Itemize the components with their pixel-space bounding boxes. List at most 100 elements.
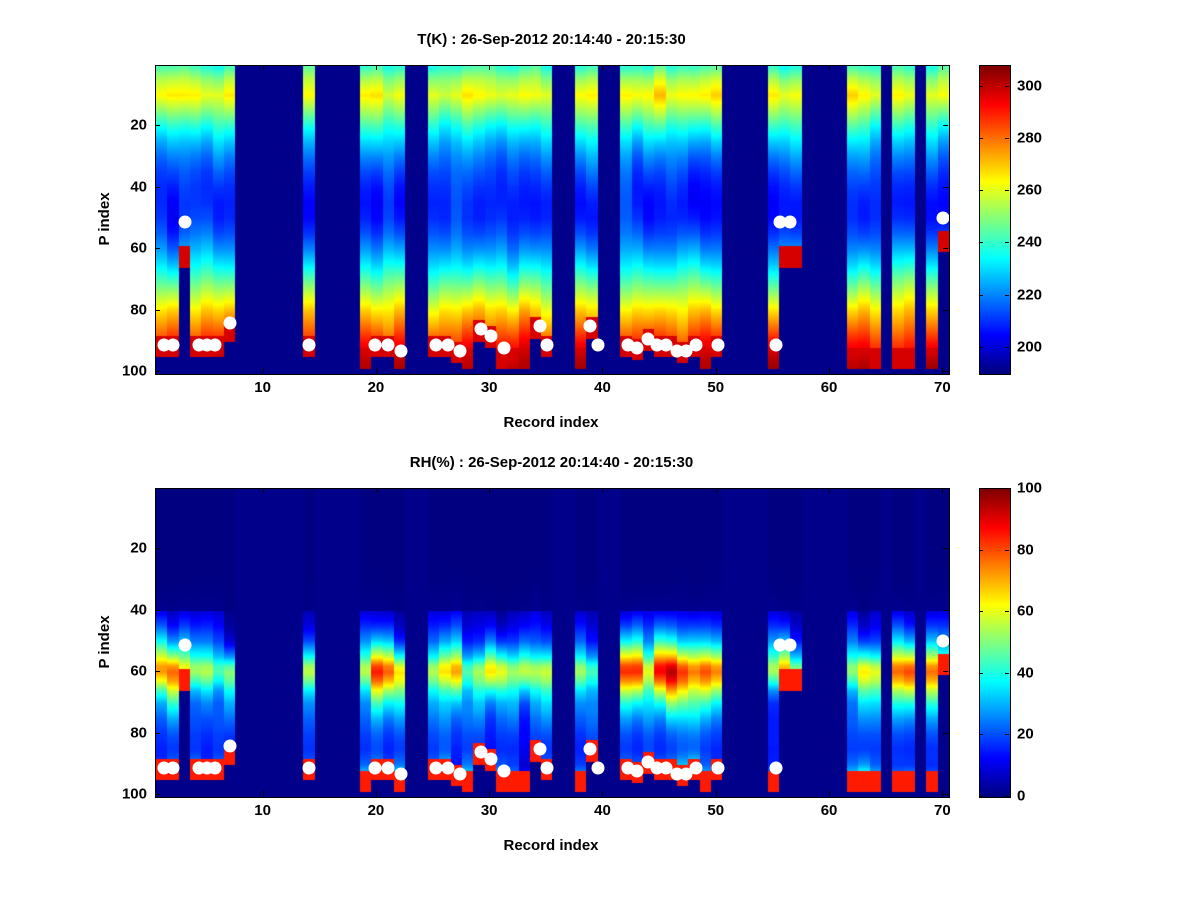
surface-marker <box>769 338 783 352</box>
panel-title-temperature: T(K) : 26-Sep-2012 20:14:40 - 20:15:30 <box>417 31 686 48</box>
colorbar-relative-humidity[interactable] <box>979 488 1011 798</box>
yaxis-tick-right <box>943 794 948 796</box>
yaxis-tick-label: 40 <box>130 178 147 196</box>
xaxis-tick-label: 10 <box>254 802 271 819</box>
surface-marker <box>223 739 237 753</box>
surface-marker <box>689 761 703 775</box>
colorbar-tick-right <box>1005 346 1009 348</box>
colorbar-temperature[interactable] <box>979 65 1011 375</box>
colorbar-tick-right <box>1005 488 1009 489</box>
surface-marker <box>368 761 382 775</box>
xaxis-tick <box>715 368 717 373</box>
surface-marker <box>773 638 787 652</box>
yaxis-tick-right <box>943 309 948 311</box>
xaxis-tick-top <box>942 488 944 493</box>
xaxis-tick-label: 60 <box>820 802 838 819</box>
colorbar-tick-label: 200 <box>1017 338 1043 356</box>
colorbar-tick-right <box>1005 611 1009 613</box>
surface-marker <box>453 767 467 781</box>
yaxis-tick <box>155 186 160 188</box>
xaxis-tick-top <box>489 65 491 70</box>
surface-marker <box>474 745 488 759</box>
colorbar-tick-right <box>1005 672 1009 674</box>
yaxis-tick-label: 20 <box>130 116 147 134</box>
surface-marker <box>591 761 605 775</box>
xaxis-tick <box>262 368 264 373</box>
xaxis-tick <box>715 791 717 796</box>
xaxis-tick-top <box>262 65 264 70</box>
yaxis-tick-right <box>943 732 948 734</box>
surface-marker <box>679 344 693 358</box>
xaxis-label-relative-humidity: Record index <box>503 837 599 854</box>
xaxis-tick-label: 30 <box>480 802 498 819</box>
surface-marker <box>484 329 498 342</box>
xaxis-tick-top <box>375 488 377 493</box>
xaxis-tick-label: 50 <box>707 379 725 396</box>
colorbar-tick-label: 0 <box>1017 787 1026 805</box>
xaxis-tick <box>262 791 264 796</box>
surface-marker <box>659 761 673 775</box>
yaxis-tick-right <box>943 609 948 611</box>
colorbar-tick <box>979 796 983 797</box>
colorbar-tick-right <box>1005 294 1009 296</box>
panel-temperature: T(K) : 26-Sep-2012 20:14:40 - 20:15:30 1… <box>96 31 1043 431</box>
yaxis-tick-label: 80 <box>130 724 147 742</box>
colorbar-tick <box>979 488 983 489</box>
surface-marker <box>659 338 673 352</box>
xaxis-tick-top <box>375 65 377 70</box>
surface-marker <box>166 338 180 352</box>
xaxis-tick-label: 70 <box>933 802 951 819</box>
colorbar-tick-label: 40 <box>1017 664 1034 682</box>
yaxis-tick-right <box>943 186 948 188</box>
xaxis-tick-label: 70 <box>933 379 951 396</box>
yaxis-tick <box>155 609 160 611</box>
xaxis-tick <box>829 368 831 373</box>
colorbar-tick-label: 220 <box>1017 286 1043 304</box>
yaxis-tick-right <box>943 548 948 550</box>
surface-marker <box>689 338 703 352</box>
surface-marker <box>783 638 797 652</box>
xaxis-tick <box>602 368 604 373</box>
surface-marker <box>583 742 597 756</box>
heatmap-axes-relative-humidity[interactable] <box>155 488 950 798</box>
colorbar-tick <box>979 734 983 736</box>
surface-marker <box>223 316 237 330</box>
surface-marker <box>381 761 395 775</box>
surface-marker <box>429 338 443 352</box>
yaxis-tick-label: 20 <box>130 539 147 557</box>
surface-marker <box>936 211 949 225</box>
colorbar-tick <box>979 672 983 674</box>
xaxis-tick-label: 20 <box>367 379 385 396</box>
yaxis-tick-right <box>943 248 948 250</box>
surface-marker <box>679 767 693 781</box>
xaxis-tick <box>489 368 491 373</box>
xaxis-label-temperature: Record index <box>503 414 599 431</box>
yaxis-tick <box>155 371 160 373</box>
heatmap-axes-temperature[interactable] <box>155 65 950 375</box>
yaxis-tick-label: 40 <box>130 601 147 619</box>
xaxis-tick <box>829 791 831 796</box>
yaxis-tick-label: 60 <box>130 239 147 257</box>
xaxis-tick-top <box>715 65 717 70</box>
xaxis-tick-label: 40 <box>594 802 611 819</box>
colorbar-tick-label: 60 <box>1017 602 1034 620</box>
xaxis-tick-top <box>489 488 491 493</box>
surface-marker <box>381 338 395 352</box>
yaxis-tick-right <box>943 371 948 373</box>
xaxis-tick-top <box>829 65 831 70</box>
surface-marker <box>936 634 949 648</box>
surface-marker <box>302 338 316 352</box>
xaxis-tick-label: 50 <box>707 802 725 819</box>
surface-marker <box>208 338 222 352</box>
surface-marker <box>533 319 547 333</box>
xaxis-tick-label: 20 <box>367 802 385 819</box>
yaxis-label-relative-humidity: P index <box>96 615 113 669</box>
yaxis-tick <box>155 794 160 796</box>
xaxis-tick <box>602 791 604 796</box>
surface-marker <box>302 761 316 775</box>
colorbar-tick-label: 100 <box>1017 479 1043 497</box>
surface-marker <box>208 761 222 775</box>
xaxis-tick-label: 10 <box>254 379 271 396</box>
